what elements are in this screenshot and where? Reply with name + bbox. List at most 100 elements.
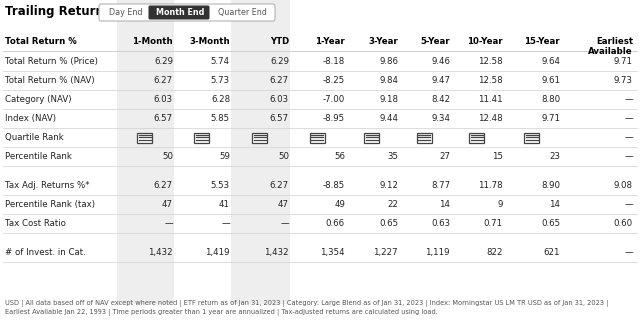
Text: # of Invest. in Cat.: # of Invest. in Cat. (5, 248, 86, 257)
Text: 3-Month: 3-Month (189, 37, 230, 46)
Bar (231, 0, 290, 304)
Text: -8.18: -8.18 (323, 57, 345, 66)
Text: 50: 50 (162, 152, 173, 161)
FancyBboxPatch shape (99, 4, 275, 21)
Text: —: — (625, 114, 633, 123)
Text: 0.71: 0.71 (484, 219, 503, 228)
Text: 9.18: 9.18 (379, 95, 398, 104)
Text: 1,432: 1,432 (264, 248, 289, 257)
Text: Tax Adj. Returns %*: Tax Adj. Returns %* (5, 181, 90, 190)
Text: Index (NAV): Index (NAV) (5, 114, 56, 123)
Bar (252, 133, 267, 143)
Text: Total Return % (NAV): Total Return % (NAV) (5, 76, 95, 85)
Text: 8.42: 8.42 (431, 95, 450, 104)
Text: 41: 41 (219, 200, 230, 209)
Text: 47: 47 (162, 200, 173, 209)
Text: —: — (625, 95, 633, 104)
Text: 0.63: 0.63 (431, 219, 450, 228)
Text: 1,354: 1,354 (321, 248, 345, 257)
Text: 6.57: 6.57 (270, 114, 289, 123)
Text: —: — (280, 219, 289, 228)
Bar (137, 133, 152, 143)
Text: 0.60: 0.60 (614, 219, 633, 228)
Text: 9.34: 9.34 (431, 114, 450, 123)
Text: 8.80: 8.80 (541, 95, 560, 104)
Text: 6.03: 6.03 (270, 95, 289, 104)
Text: 59: 59 (219, 152, 230, 161)
Text: 1,227: 1,227 (373, 248, 398, 257)
Text: 35: 35 (387, 152, 398, 161)
Text: Percentile Rank: Percentile Rank (5, 152, 72, 161)
Bar (310, 133, 324, 143)
Text: 12.48: 12.48 (478, 114, 503, 123)
Text: —: — (625, 248, 633, 257)
Text: 9.44: 9.44 (379, 114, 398, 123)
Text: 3-Year: 3-Year (368, 37, 398, 46)
Text: 5.53: 5.53 (211, 181, 230, 190)
Bar (417, 133, 431, 143)
Text: —: — (625, 200, 633, 209)
Text: 6.03: 6.03 (154, 95, 173, 104)
Text: -7.00: -7.00 (323, 95, 345, 104)
Text: -8.25: -8.25 (323, 76, 345, 85)
Text: USD | All data based off of NAV except where noted | ETF return as of Jan 31, 20: USD | All data based off of NAV except w… (5, 300, 609, 316)
Text: 9.46: 9.46 (431, 57, 450, 66)
Text: 6.27: 6.27 (154, 181, 173, 190)
Text: 9: 9 (498, 200, 503, 209)
Text: 0.65: 0.65 (379, 219, 398, 228)
Text: 5.74: 5.74 (211, 57, 230, 66)
Text: 9.64: 9.64 (541, 57, 560, 66)
Text: 14: 14 (549, 200, 560, 209)
Text: 5.73: 5.73 (211, 76, 230, 85)
Text: 9.61: 9.61 (541, 76, 560, 85)
Text: 9.86: 9.86 (379, 57, 398, 66)
Bar (469, 133, 484, 143)
Text: 6.28: 6.28 (211, 95, 230, 104)
Text: 9.71: 9.71 (614, 57, 633, 66)
Text: 8.90: 8.90 (541, 181, 560, 190)
Text: 49: 49 (334, 200, 345, 209)
Text: Total Return %: Total Return % (5, 37, 77, 46)
Text: 50: 50 (278, 152, 289, 161)
Text: Category (NAV): Category (NAV) (5, 95, 72, 104)
Text: 15: 15 (492, 152, 503, 161)
Text: 1,432: 1,432 (148, 248, 173, 257)
Text: 8.77: 8.77 (431, 181, 450, 190)
Text: 1,119: 1,119 (426, 248, 450, 257)
Text: -8.95: -8.95 (323, 114, 345, 123)
Text: 9.73: 9.73 (614, 76, 633, 85)
Text: Trailing Returns: Trailing Returns (5, 5, 111, 18)
Text: 0.65: 0.65 (541, 219, 560, 228)
Text: 11.78: 11.78 (478, 181, 503, 190)
Text: 47: 47 (278, 200, 289, 209)
Text: Day End: Day End (109, 8, 143, 17)
Bar (364, 133, 379, 143)
Text: —: — (625, 152, 633, 161)
Text: 5-Year: 5-Year (420, 37, 450, 46)
Text: 12.58: 12.58 (478, 76, 503, 85)
Text: Quartile Rank: Quartile Rank (5, 133, 64, 142)
Text: 27: 27 (439, 152, 450, 161)
Bar (117, 0, 174, 304)
Bar (524, 133, 539, 143)
Text: 1-Month: 1-Month (132, 37, 173, 46)
Text: 11.41: 11.41 (478, 95, 503, 104)
Text: YTD: YTD (269, 37, 289, 46)
Text: —: — (625, 133, 633, 142)
Text: Quarter End: Quarter End (218, 8, 266, 17)
Text: —: — (221, 219, 230, 228)
Text: 621: 621 (543, 248, 560, 257)
Text: 6.27: 6.27 (270, 76, 289, 85)
Text: 6.29: 6.29 (154, 57, 173, 66)
Text: 6.27: 6.27 (270, 181, 289, 190)
Text: Total Return % (Price): Total Return % (Price) (5, 57, 98, 66)
Text: 6.57: 6.57 (154, 114, 173, 123)
Text: Month End: Month End (156, 8, 204, 17)
Text: 6.29: 6.29 (270, 57, 289, 66)
Text: 9.84: 9.84 (379, 76, 398, 85)
Text: 14: 14 (439, 200, 450, 209)
FancyBboxPatch shape (148, 6, 209, 20)
Text: 1,419: 1,419 (205, 248, 230, 257)
Text: Earliest
Available: Earliest Available (588, 37, 633, 56)
Text: 12.58: 12.58 (478, 57, 503, 66)
